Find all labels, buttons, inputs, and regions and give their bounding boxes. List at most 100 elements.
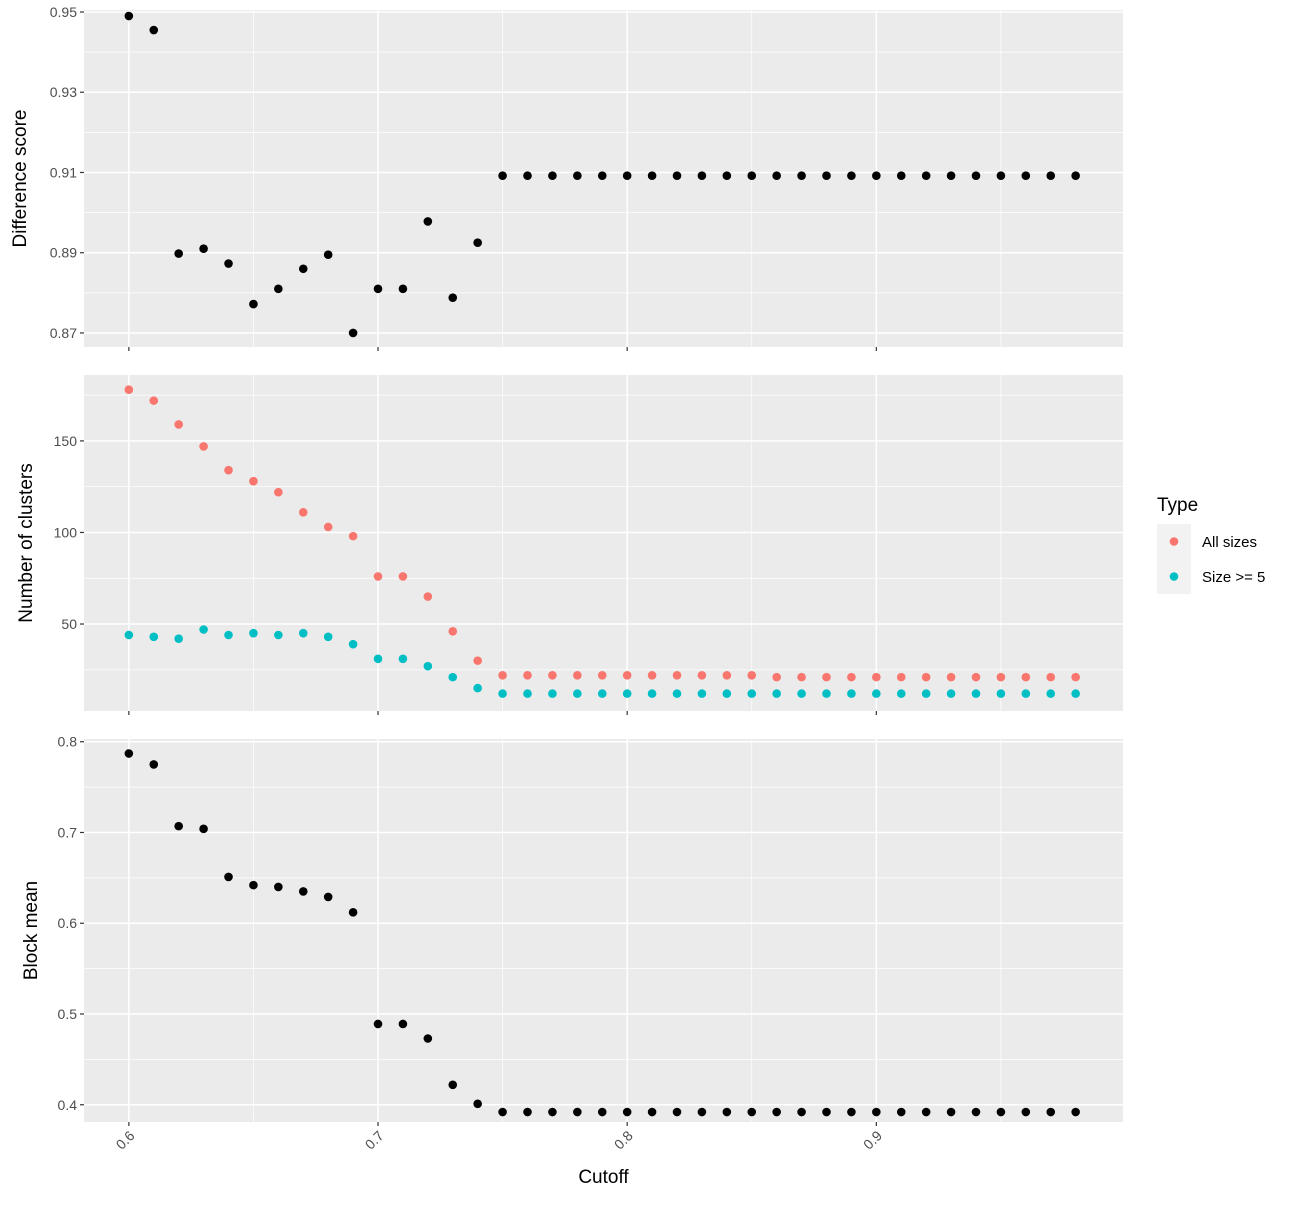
data-point xyxy=(498,1107,507,1117)
data-point xyxy=(298,628,308,638)
data-point xyxy=(971,1107,981,1117)
data-point xyxy=(921,689,931,698)
data-point xyxy=(647,689,657,698)
data-point xyxy=(323,632,333,642)
data-point xyxy=(1021,171,1031,180)
legend-key xyxy=(1169,537,1179,546)
data-point xyxy=(224,465,233,475)
data-point xyxy=(672,670,682,680)
data-point xyxy=(149,760,159,769)
data-point xyxy=(772,672,781,682)
legend-label: All sizes xyxy=(1202,534,1257,551)
data-point xyxy=(797,672,806,682)
data-point xyxy=(373,1019,383,1029)
data-point xyxy=(822,1107,831,1117)
data-point xyxy=(772,1107,781,1117)
data-point xyxy=(622,1107,632,1117)
data-point xyxy=(323,892,333,902)
data-point xyxy=(1071,689,1080,698)
data-point xyxy=(921,1107,931,1117)
data-point xyxy=(473,1099,482,1109)
panel-background-3 xyxy=(84,739,1123,1122)
data-point xyxy=(348,531,358,541)
data-point xyxy=(747,689,757,698)
x-tick-label: 0.7 xyxy=(362,1127,387,1152)
data-point xyxy=(647,670,657,680)
data-point xyxy=(448,672,458,682)
data-point xyxy=(946,171,956,180)
legend-title: Type xyxy=(1157,495,1198,516)
data-point xyxy=(747,171,757,180)
data-point xyxy=(523,1107,532,1117)
data-point xyxy=(199,442,208,451)
data-point xyxy=(398,654,408,664)
data-point xyxy=(573,1107,582,1117)
y-tick-label: 100 xyxy=(54,524,78,540)
data-point xyxy=(697,689,707,698)
data-point xyxy=(722,1107,732,1117)
data-point xyxy=(1021,1107,1031,1117)
data-point xyxy=(722,689,732,698)
y-tick-label: 0.7 xyxy=(58,824,78,840)
data-point xyxy=(797,689,806,698)
data-point xyxy=(872,689,881,698)
data-point xyxy=(971,672,981,682)
data-point xyxy=(423,217,433,226)
y-tick-label: 0.6 xyxy=(58,915,78,931)
data-point xyxy=(348,639,358,649)
data-point xyxy=(498,171,507,180)
data-point xyxy=(847,171,856,180)
data-point xyxy=(797,171,806,180)
y-axis-title: Block mean xyxy=(21,881,42,980)
data-point xyxy=(149,396,159,405)
y-tick-label: 0.5 xyxy=(58,1006,78,1022)
data-point xyxy=(249,880,258,890)
data-point xyxy=(423,1034,433,1043)
data-point xyxy=(548,670,557,680)
panel-background-2 xyxy=(84,375,1123,711)
data-point xyxy=(747,1107,757,1117)
data-point xyxy=(323,250,333,260)
data-point xyxy=(448,1080,458,1090)
data-point xyxy=(597,670,607,680)
y-tick-label: 0.91 xyxy=(50,164,77,180)
data-point xyxy=(996,672,1006,682)
data-point xyxy=(597,1107,607,1117)
data-point xyxy=(473,656,482,665)
data-point xyxy=(523,689,532,698)
data-point xyxy=(847,689,856,698)
data-point xyxy=(697,1107,707,1117)
data-point xyxy=(672,689,682,698)
data-point xyxy=(274,284,283,294)
data-point xyxy=(1046,689,1056,698)
data-point xyxy=(847,672,856,682)
data-point xyxy=(373,654,383,664)
data-point xyxy=(298,887,308,896)
data-point xyxy=(124,11,134,21)
data-point xyxy=(896,171,906,180)
data-point xyxy=(423,661,433,671)
data-point xyxy=(274,882,283,892)
data-point xyxy=(174,821,183,831)
data-point xyxy=(921,171,931,180)
data-point xyxy=(523,171,532,180)
data-point xyxy=(348,328,358,338)
data-point xyxy=(797,1107,806,1117)
data-point xyxy=(573,670,582,680)
data-point xyxy=(647,171,657,180)
data-point xyxy=(373,284,383,294)
data-point xyxy=(822,672,831,682)
data-point xyxy=(672,1107,682,1117)
data-point xyxy=(1071,171,1080,180)
legend-label: Size >= 5 xyxy=(1202,569,1265,586)
data-point xyxy=(946,1107,956,1117)
data-point xyxy=(822,689,831,698)
data-point xyxy=(1046,171,1056,180)
data-point xyxy=(647,1107,657,1117)
data-point xyxy=(896,1107,906,1117)
data-point xyxy=(124,749,134,758)
data-point xyxy=(174,634,183,643)
y-tick-label: 0.87 xyxy=(50,325,77,341)
